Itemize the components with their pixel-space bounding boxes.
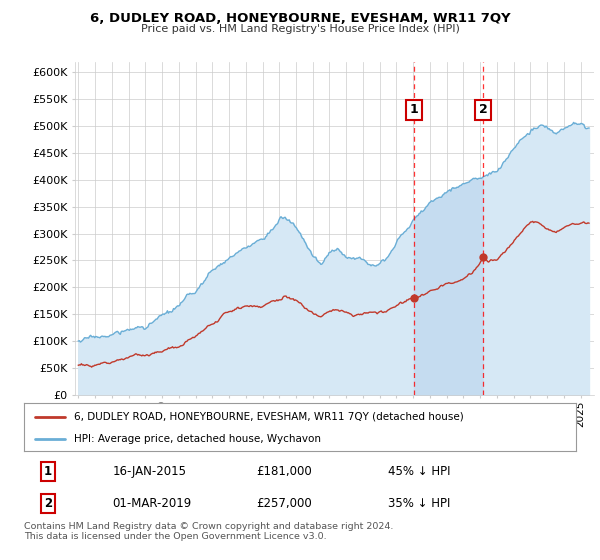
- Text: 35% ↓ HPI: 35% ↓ HPI: [388, 497, 451, 510]
- Text: 2: 2: [479, 104, 487, 116]
- Text: £181,000: £181,000: [256, 465, 311, 478]
- Text: 01-MAR-2019: 01-MAR-2019: [112, 497, 191, 510]
- Text: Price paid vs. HM Land Registry's House Price Index (HPI): Price paid vs. HM Land Registry's House …: [140, 24, 460, 34]
- Text: 1: 1: [409, 104, 418, 116]
- Text: 45% ↓ HPI: 45% ↓ HPI: [388, 465, 451, 478]
- Text: £257,000: £257,000: [256, 497, 311, 510]
- Text: 16-JAN-2015: 16-JAN-2015: [112, 465, 187, 478]
- Text: 6, DUDLEY ROAD, HONEYBOURNE, EVESHAM, WR11 7QY (detached house): 6, DUDLEY ROAD, HONEYBOURNE, EVESHAM, WR…: [74, 412, 463, 422]
- Text: Contains HM Land Registry data © Crown copyright and database right 2024.
This d: Contains HM Land Registry data © Crown c…: [24, 522, 394, 542]
- Text: 2: 2: [44, 497, 52, 510]
- Text: 1: 1: [44, 465, 52, 478]
- Text: HPI: Average price, detached house, Wychavon: HPI: Average price, detached house, Wych…: [74, 434, 320, 444]
- Text: 6, DUDLEY ROAD, HONEYBOURNE, EVESHAM, WR11 7QY: 6, DUDLEY ROAD, HONEYBOURNE, EVESHAM, WR…: [89, 12, 511, 25]
